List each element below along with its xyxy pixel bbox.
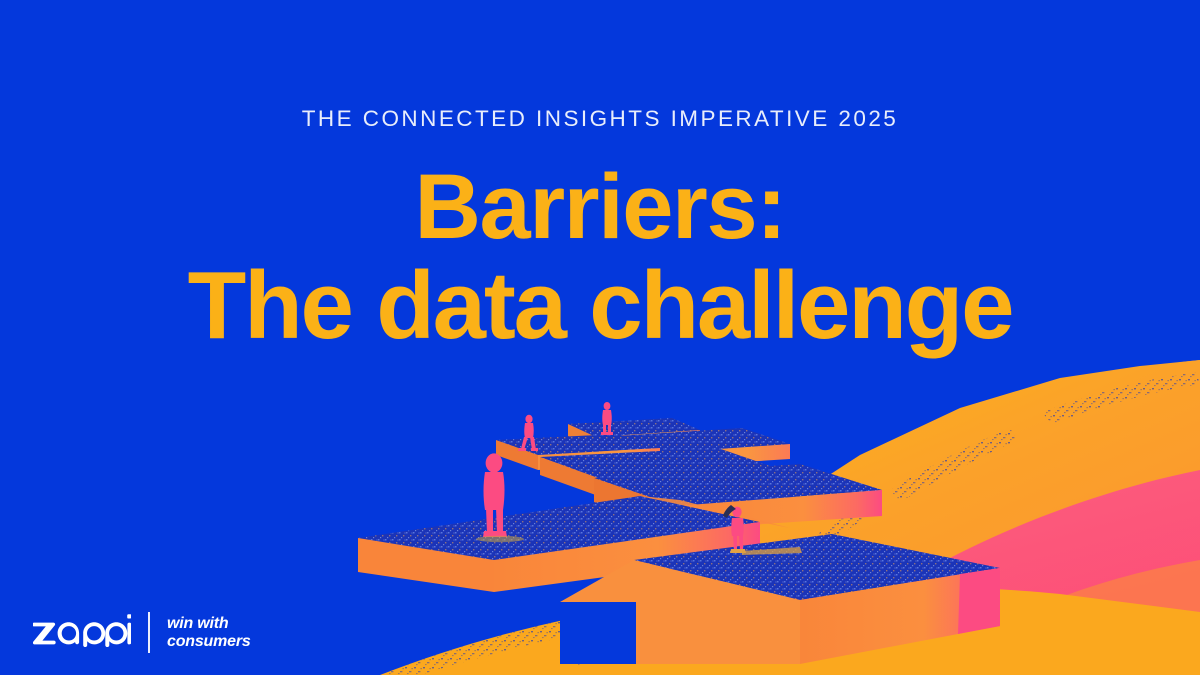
brand-tagline-line-2: consumers (167, 632, 251, 650)
logo-divider (148, 612, 150, 653)
brand-tagline: win with consumers (167, 615, 251, 651)
brand-tagline-line-1: win with (167, 614, 229, 632)
figure-walking-mid-left (518, 414, 538, 451)
stair-step-1 (560, 534, 1000, 664)
page-title-line-1: Barriers: (414, 156, 787, 258)
figure-standing-right (723, 505, 746, 553)
figure-shadow-right (742, 547, 802, 555)
stair-step-2 (358, 496, 790, 592)
figure-standing-upper-top (601, 402, 613, 435)
zappi-wordmark-icon (32, 613, 132, 652)
page-title-line-2: The data challenge (187, 251, 1015, 359)
figure-standing-foreground-left (483, 453, 507, 537)
figure-shadow-foreground-left (476, 535, 524, 543)
page-title: Barriers: The data challenge (0, 156, 1200, 359)
eyebrow-report-title: THE CONNECTED INSIGHTS IMPERATIVE 2025 (301, 106, 899, 131)
brand-logo-lockup[interactable]: win with consumers (32, 612, 251, 653)
